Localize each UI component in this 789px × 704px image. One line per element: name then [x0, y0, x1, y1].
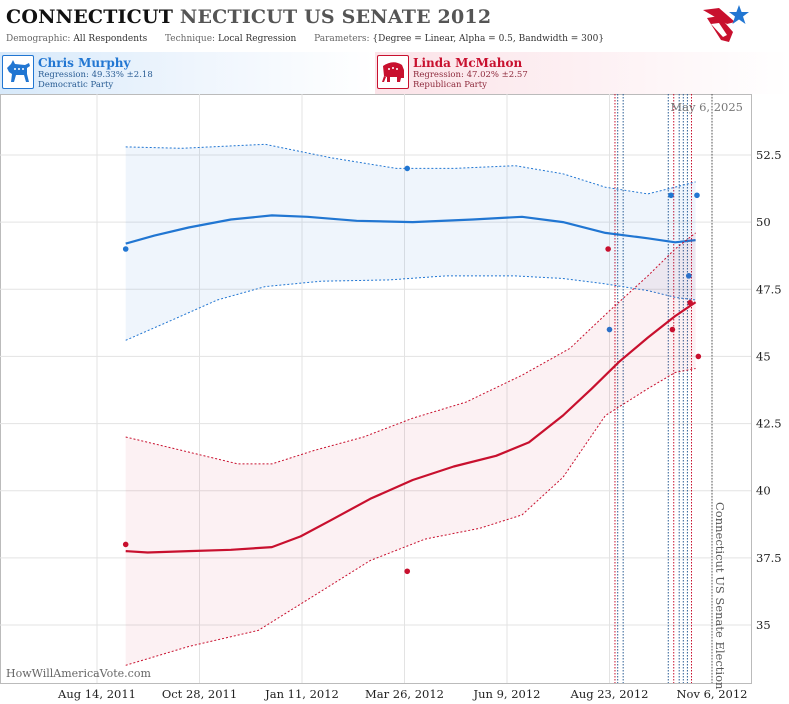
- technique-value: Local Regression: [217, 34, 297, 44]
- watermark: HowWillAmericaVote.com: [6, 667, 151, 680]
- democrat-party: Democratic Party: [38, 80, 114, 90]
- mcmahon-confidence-band: [125, 232, 696, 666]
- title-state: CONNECTICUT: [6, 6, 174, 28]
- x-tick-label: Jun 9, 2012: [473, 687, 541, 701]
- page-title: CONNECTICUT NECTICUT US SENATE 2012: [6, 6, 491, 28]
- republican-elephant-icon: [377, 55, 409, 89]
- murphy-poll-point: [606, 326, 613, 333]
- democrat-regression: Regression: 49.33% ±2.18: [38, 70, 153, 80]
- x-tick-label: Jan 11, 2012: [264, 687, 339, 701]
- x-tick-label: Aug 23, 2012: [570, 687, 649, 701]
- candidate-legend: Chris Murphy Regression: 49.33% ±2.18 De…: [0, 52, 789, 94]
- election-event-label: Connecticut US Senate Election: [713, 502, 727, 690]
- murphy-upper-bound: [125, 143, 696, 195]
- y-tick-label: 50: [756, 215, 771, 229]
- y-tick-label: 37.5: [756, 551, 782, 565]
- republican-party: Republican Party: [413, 80, 487, 90]
- republican-regression: Regression: 47.02% ±2.57: [413, 70, 528, 80]
- candidate-democrat: Chris Murphy Regression: 49.33% ±2.18 De…: [0, 52, 375, 94]
- candidate-republican: Linda McMahon Regression: 47.02% ±2.57 R…: [375, 52, 789, 94]
- democrat-donkey-icon: [2, 55, 34, 89]
- mcmahon-regression-line: [125, 301, 697, 554]
- democrat-name: Chris Murphy: [38, 56, 131, 70]
- y-tick-label: 35: [756, 618, 771, 632]
- x-tick-label: Mar 26, 2012: [365, 687, 444, 701]
- murphy-poll-point: [404, 165, 411, 172]
- parameters-label: Parameters:: [314, 34, 370, 44]
- murphy-regression-line: [125, 214, 696, 245]
- poll-chart: Aug 14, 2011 Oct 28, 2011 Jan 11, 2012 Mar …: [0, 94, 782, 701]
- mcmahon-poll-point: [404, 568, 411, 575]
- murphy-poll-point: [668, 192, 674, 199]
- current-date-label: May 6, 2025: [670, 100, 743, 114]
- demographic-label: Demographic:: [6, 34, 71, 44]
- mcmahon-upper-bound: [125, 232, 696, 465]
- site-logo-icon: [703, 5, 749, 42]
- y-tick-label: 40: [756, 484, 771, 498]
- mcmahon-poll-point: [695, 353, 702, 360]
- mcmahon-poll-point: [669, 326, 676, 333]
- x-tick-label: Nov 6, 2012: [676, 687, 747, 701]
- mcmahon-poll-point: [687, 299, 693, 306]
- x-tick-label: Aug 14, 2011: [57, 687, 136, 701]
- demographic-value: All Respondents: [73, 34, 148, 44]
- parameters-line: Demographic: All Respondents Technique: …: [6, 34, 604, 44]
- murphy-lower-bound: [125, 275, 696, 341]
- republican-name: Linda McMahon: [413, 56, 523, 70]
- murphy-poll-point: [122, 246, 129, 252]
- parameters-value: {Degree = Linear, Alpha = 0.5, Bandwidth…: [372, 34, 605, 44]
- plot-area: [0, 94, 752, 684]
- mcmahon-poll-point: [605, 246, 611, 252]
- murphy-poll-point: [694, 192, 700, 199]
- page-header: CONNECTICUT NECTICUT US SENATE 2012 Demo…: [0, 0, 789, 50]
- title-race: NECTICUT US SENATE 2012: [179, 6, 492, 28]
- y-tick-label: 42.5: [756, 417, 782, 431]
- murphy-poll-point: [685, 273, 692, 279]
- technique-label: Technique:: [165, 34, 216, 44]
- y-tick-label: 47.5: [756, 282, 782, 296]
- y-tick-label: 52.5: [756, 148, 782, 162]
- mcmahon-lower-bound: [125, 368, 696, 666]
- y-tick-label: 45: [756, 349, 771, 363]
- mcmahon-poll-point: [122, 541, 129, 548]
- murphy-confidence-band: [125, 144, 696, 341]
- x-tick-label: Oct 28, 2011: [162, 687, 237, 701]
